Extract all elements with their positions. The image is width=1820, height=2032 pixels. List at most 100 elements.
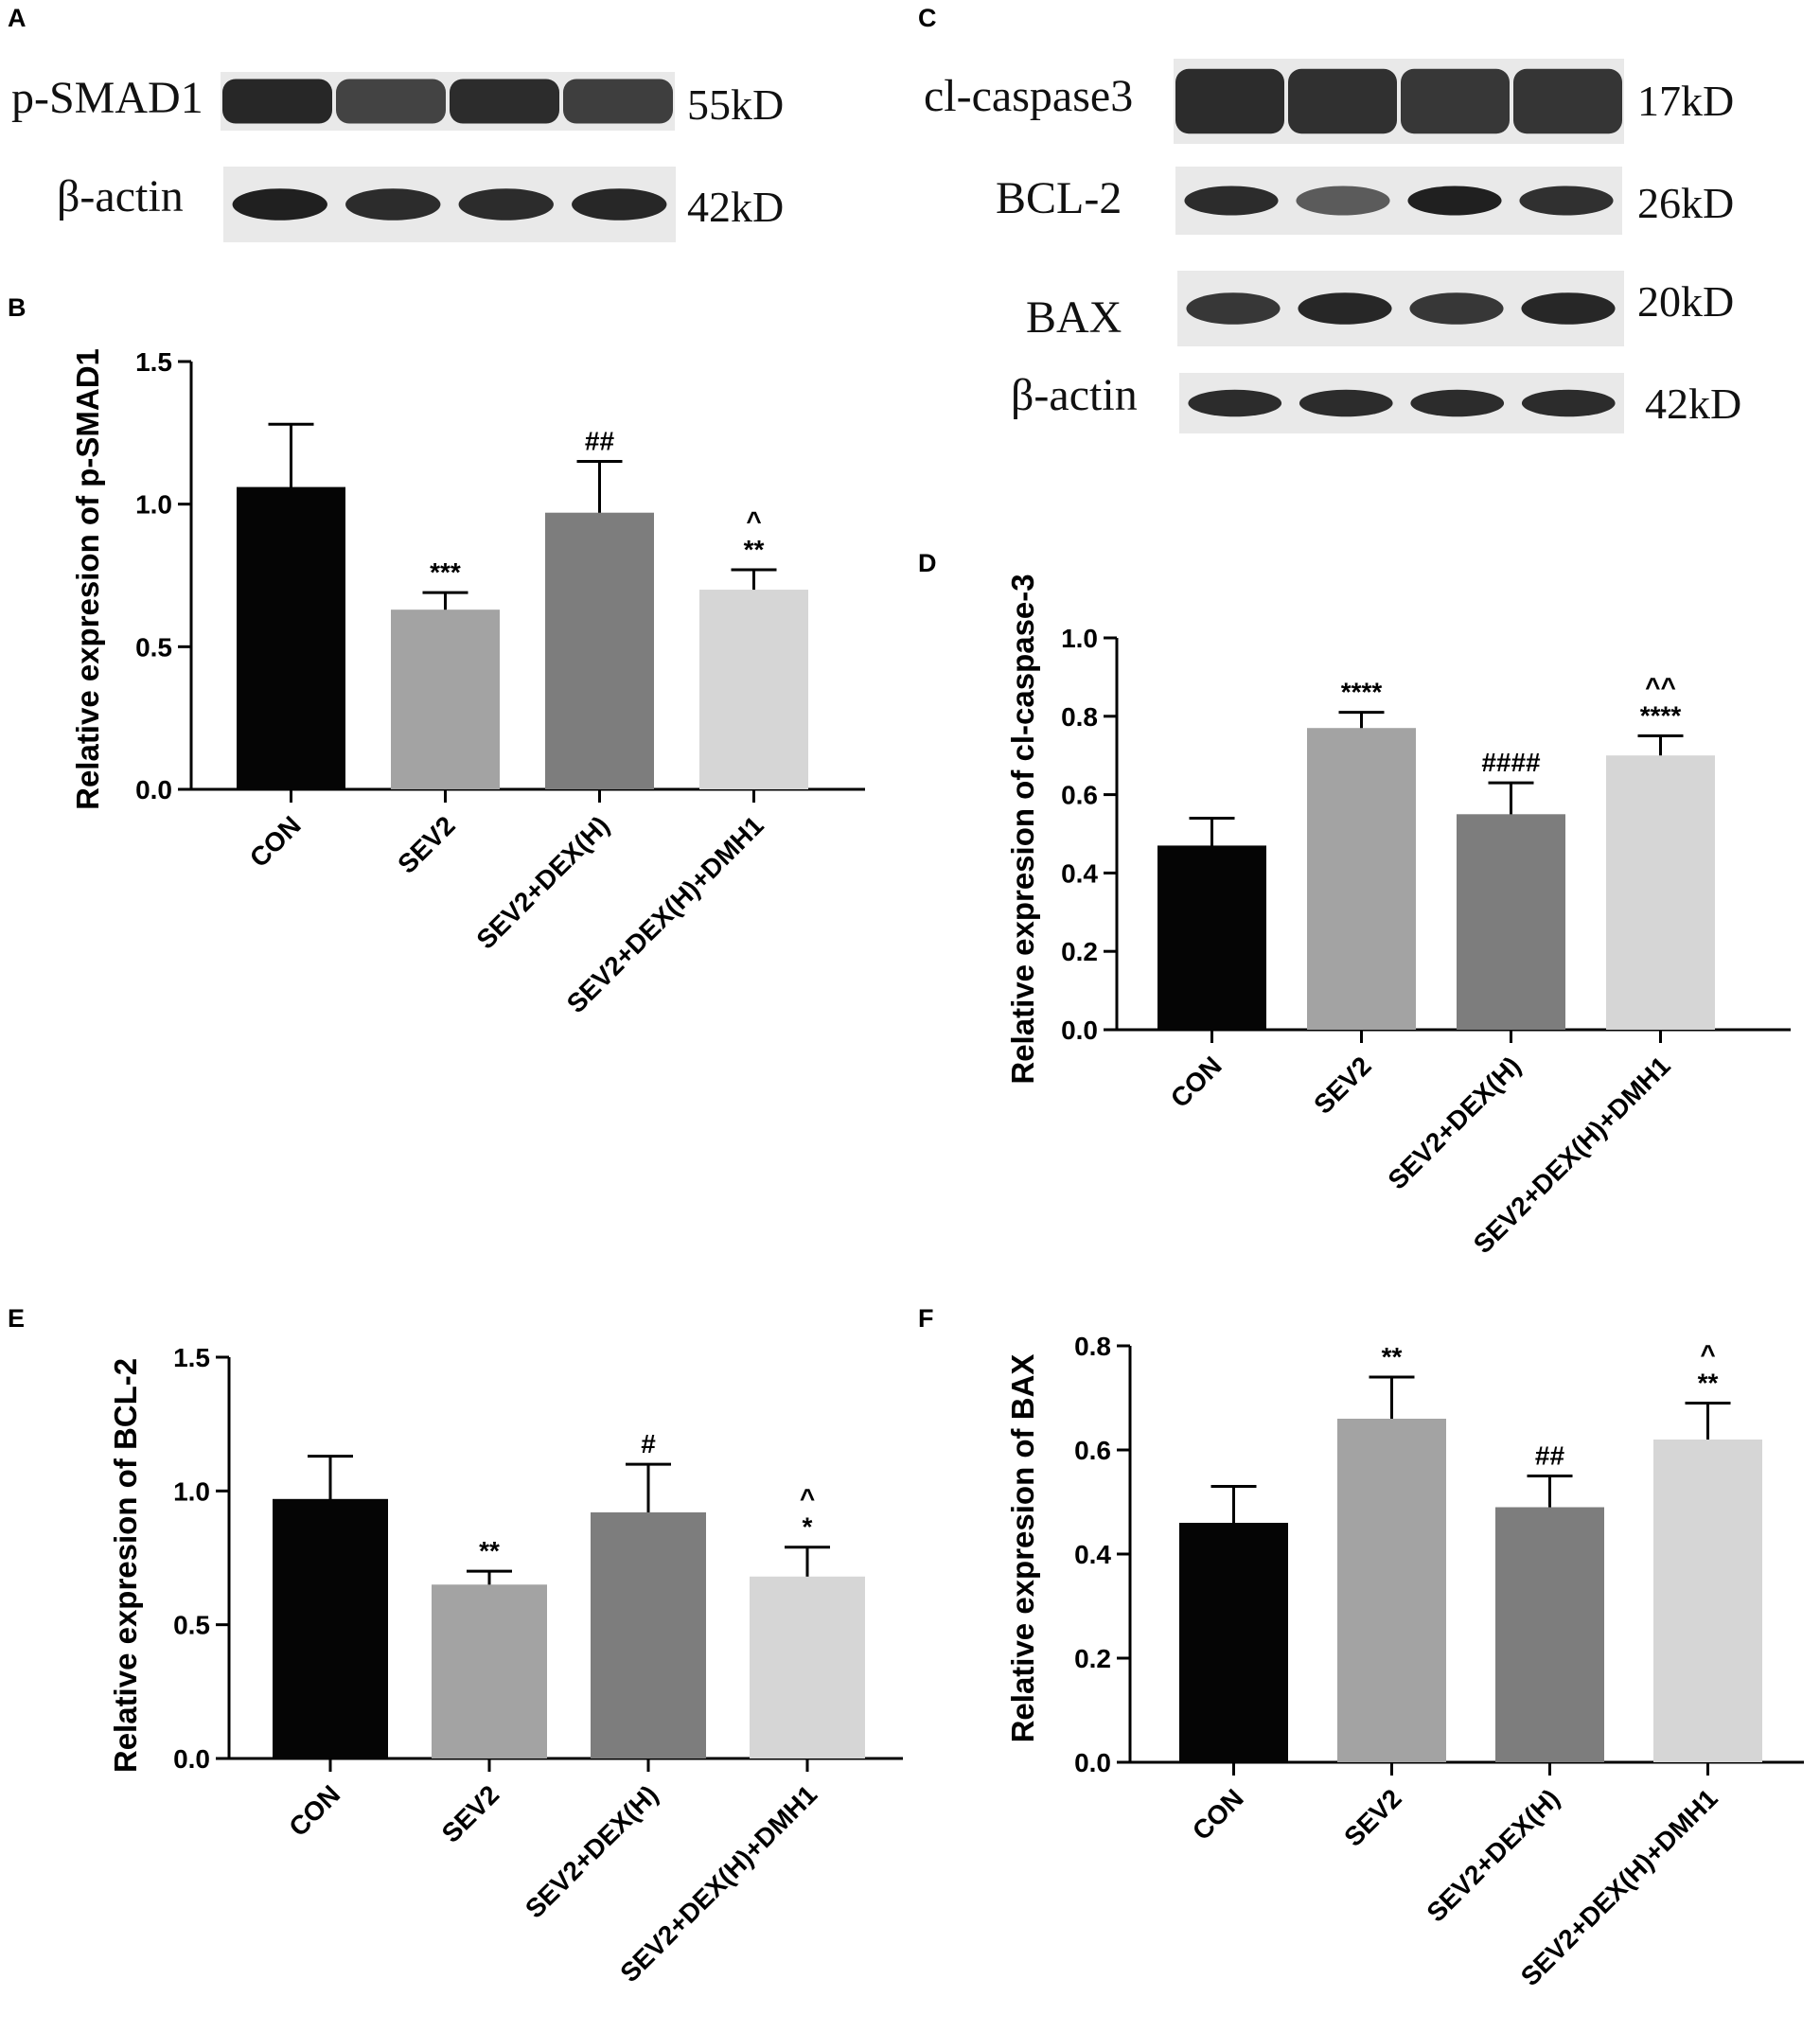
blot-band [1175, 68, 1284, 134]
bar-con [237, 486, 345, 789]
y-tick-label: 1.5 [135, 347, 172, 377]
significance-mark: ^ [1700, 1340, 1715, 1369]
panel-letter-f: F [918, 1304, 934, 1333]
panel-letter-a: A [8, 4, 27, 32]
bar-sev2-dex-h-dmh1 [1653, 1440, 1762, 1762]
significance-mark: ** [744, 535, 765, 564]
y-axis-label: Relative expresion of cl-caspase-3 [1005, 574, 1040, 1084]
blot-kd-cl-caspase3: 17kD [1637, 77, 1735, 125]
significance-mark: ^ [800, 1484, 815, 1513]
bar-sev2-dex-h [1495, 1507, 1604, 1762]
blot-band [1521, 389, 1616, 417]
y-tick-label: 0.5 [173, 1611, 210, 1640]
blot-image-cl-caspase3 [1174, 59, 1624, 144]
significance-mark: *** [430, 557, 461, 587]
panel-letter-e: E [8, 1304, 26, 1333]
significance-mark: **** [1341, 678, 1383, 707]
blot-image-bax [1177, 271, 1624, 346]
blot-band [1401, 68, 1510, 134]
y-tick-label: 1.0 [135, 490, 172, 520]
blot-label-beta-actin-a: β-actin [57, 171, 184, 221]
significance-mark: ## [585, 426, 615, 455]
blot-band [345, 188, 441, 221]
blot-image-beta-actin-c [1179, 373, 1624, 433]
y-tick-label: 1.0 [1061, 624, 1098, 653]
blot-band [1513, 68, 1622, 134]
significance-mark: ** [1698, 1369, 1719, 1398]
significance-mark: ** [479, 1536, 500, 1565]
bar-sev2 [1307, 728, 1416, 1030]
bar-con [273, 1498, 388, 1758]
y-tick-label: 1.5 [173, 1343, 210, 1372]
bar-sev2-dex-h [1457, 814, 1565, 1030]
significance-mark: # [641, 1429, 656, 1458]
blot-image-bcl-2 [1175, 167, 1622, 235]
bar-sev2 [432, 1584, 547, 1758]
blot-kd-bcl-2: 26kD [1637, 179, 1735, 227]
blot-band [336, 79, 446, 124]
bar-sev2-dex-h-dmh1 [699, 590, 808, 789]
significance-mark: #### [1481, 748, 1541, 777]
blot-band [458, 188, 554, 221]
blot-band [1519, 186, 1614, 216]
y-tick-label: 0.5 [135, 632, 172, 662]
y-tick-label: 0.8 [1074, 1332, 1111, 1361]
blot-band [1521, 292, 1616, 325]
y-tick-label: 0.4 [1074, 1540, 1111, 1569]
blot-band [1186, 292, 1281, 325]
blot-band [222, 79, 332, 124]
y-tick-label: 0.0 [1061, 1016, 1098, 1045]
blot-label-bax: BAX [1026, 292, 1122, 343]
blot-label-p-smad1: p-SMAD1 [11, 73, 203, 123]
y-tick-label: 0.0 [1074, 1748, 1111, 1777]
y-tick-label: 0.2 [1074, 1644, 1111, 1673]
bar-sev2 [1337, 1419, 1446, 1762]
blot-band [1299, 389, 1393, 417]
bar-con [1179, 1523, 1288, 1762]
y-axis-label: Relative expresion of BAX [1005, 1354, 1040, 1743]
y-tick-label: 0.8 [1061, 702, 1098, 732]
y-tick-label: 0.0 [135, 775, 172, 804]
blot-kd-bax: 20kD [1637, 277, 1735, 326]
blot-band [1288, 68, 1397, 134]
blot-band [1410, 389, 1505, 417]
bar-sev2-dex-h [545, 512, 654, 789]
blot-image-beta-actin-a [223, 167, 676, 242]
blot-band [1409, 292, 1504, 325]
blot-band [450, 79, 559, 124]
y-tick-label: 0.0 [173, 1744, 210, 1774]
blot-band [1407, 186, 1502, 216]
blot-band [1184, 186, 1279, 216]
blot-kd-beta-actin-a: 42kD [687, 183, 785, 231]
y-axis-label: Relative expresion of p-SMAD1 [70, 348, 105, 810]
blot-kd-p-smad1: 55kD [687, 80, 785, 129]
blot-kd-beta-actin-c: 42kD [1645, 380, 1742, 428]
panel-letter-b: B [8, 293, 27, 322]
y-tick-label: 0.6 [1061, 781, 1098, 810]
blot-band [1296, 186, 1390, 216]
blot-label-beta-actin-c: β-actin [1011, 370, 1138, 420]
y-tick-label: 0.4 [1061, 858, 1098, 888]
bar-sev2-dex-h-dmh1 [750, 1576, 865, 1758]
blot-image-p-smad1 [221, 72, 675, 131]
blot-band [563, 79, 673, 124]
panel-letter-c: C [918, 4, 937, 32]
blot-label-cl-caspase3: cl-caspase3 [924, 71, 1134, 121]
bar-sev2-dex-h [591, 1511, 706, 1758]
category-label-con: CON [1187, 1783, 1249, 1846]
blot-band [1298, 292, 1392, 325]
y-tick-label: 0.2 [1061, 937, 1098, 966]
y-axis-label: Relative expresion of BCL-2 [108, 1358, 143, 1773]
panel-letter-d: D [918, 549, 937, 577]
bar-sev2-dex-h-dmh1 [1606, 755, 1715, 1030]
blot-band [232, 188, 327, 221]
blot-band [1188, 389, 1282, 417]
significance-mark: ** [1382, 1342, 1403, 1371]
y-tick-label: 0.6 [1074, 1436, 1111, 1465]
significance-mark: * [803, 1512, 813, 1542]
category-label-sev2-dex-h: SEV2+DEX(H) [1421, 1783, 1564, 1927]
